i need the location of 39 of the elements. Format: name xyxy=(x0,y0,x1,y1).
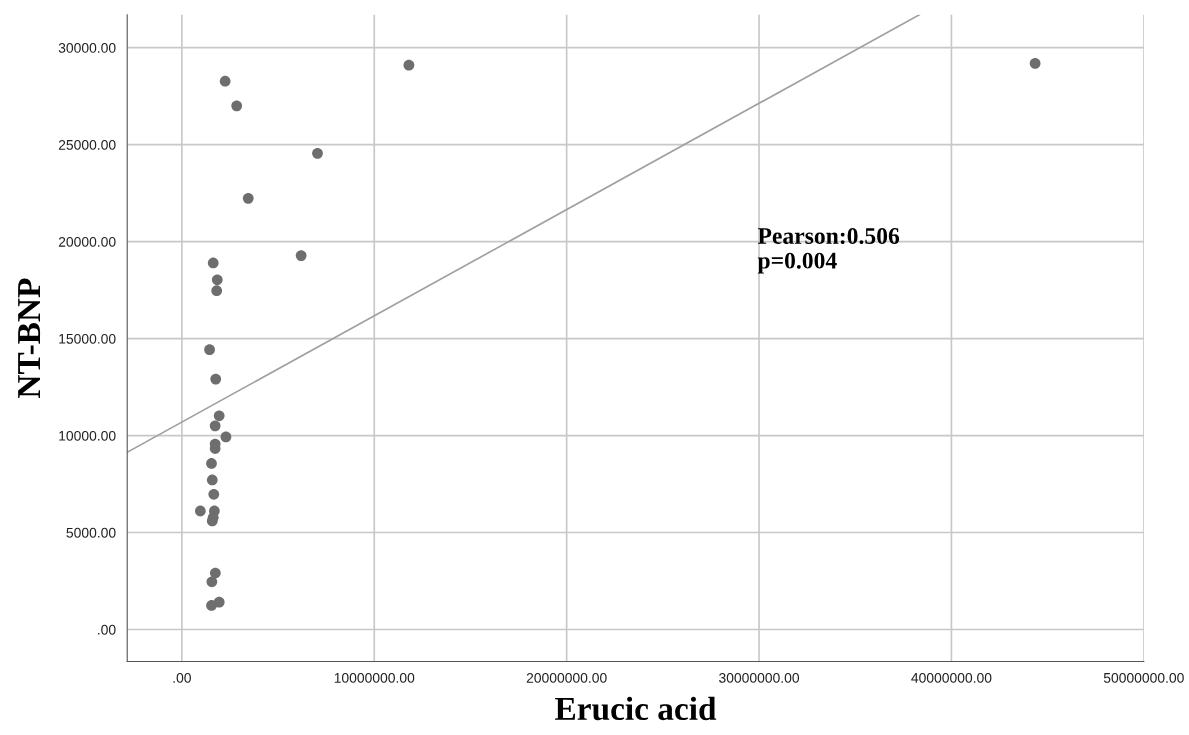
point xyxy=(1029,58,1041,69)
y-tick-label: 15000.00 xyxy=(59,333,116,344)
x-tick-label: 20000000.00 xyxy=(526,672,607,683)
point xyxy=(208,488,220,500)
point xyxy=(206,576,218,588)
x-tick-label: .00 xyxy=(173,672,191,683)
x-tick-label: 30000000.00 xyxy=(719,672,800,683)
y-tick-label: .00 xyxy=(98,624,116,635)
point xyxy=(207,512,219,523)
y-tick-label: 25000.00 xyxy=(58,139,116,150)
point xyxy=(219,75,231,87)
point xyxy=(242,192,254,204)
x-axis-title: Erucic acid xyxy=(555,696,717,721)
x-tick-label: 40000000.00 xyxy=(911,672,992,683)
y-tick-label: 5000.00 xyxy=(66,527,116,538)
point xyxy=(207,257,219,269)
x-tick-label: 50000000.00 xyxy=(1103,672,1184,683)
y-tick-label: 30000.00 xyxy=(58,43,116,53)
point xyxy=(209,420,221,432)
x-tick-label: 10000000.00 xyxy=(334,672,415,683)
point xyxy=(403,59,415,71)
point xyxy=(312,147,323,159)
point xyxy=(209,567,221,579)
point xyxy=(206,458,217,469)
annotation: Pearson:0.506 p=0.004 xyxy=(757,228,900,274)
point xyxy=(220,431,232,443)
point xyxy=(295,250,307,261)
point xyxy=(206,600,217,611)
point xyxy=(204,344,215,356)
point xyxy=(211,285,223,297)
y-tick-label: 20000.00 xyxy=(58,236,116,247)
point xyxy=(213,410,225,422)
point xyxy=(231,100,243,112)
y-tick-label: 10000.00 xyxy=(59,430,116,441)
y-axis-title: NT-BNP xyxy=(18,278,41,398)
point xyxy=(210,373,222,385)
point xyxy=(211,274,223,286)
point xyxy=(194,505,206,517)
point xyxy=(206,474,218,486)
